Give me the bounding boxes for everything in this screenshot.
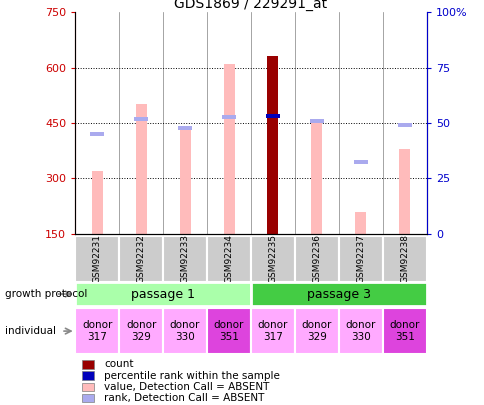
Bar xyxy=(251,282,426,306)
Bar xyxy=(338,308,382,354)
Bar xyxy=(163,236,207,282)
Text: donor
351: donor 351 xyxy=(213,320,244,342)
Bar xyxy=(397,123,411,127)
Text: donor
329: donor 329 xyxy=(126,320,156,342)
Bar xyxy=(134,117,148,121)
Text: passage 1: passage 1 xyxy=(131,288,195,301)
Text: GSM92231: GSM92231 xyxy=(92,234,102,284)
Text: GSM92232: GSM92232 xyxy=(136,234,145,284)
Bar xyxy=(119,236,163,282)
Text: donor
329: donor 329 xyxy=(301,320,332,342)
Bar xyxy=(119,308,163,354)
Text: value, Detection Call = ABSENT: value, Detection Call = ABSENT xyxy=(104,382,269,392)
Text: GSM92237: GSM92237 xyxy=(356,234,364,284)
Bar xyxy=(251,236,294,282)
Text: donor
330: donor 330 xyxy=(169,320,200,342)
Bar xyxy=(398,149,409,234)
Bar xyxy=(353,160,367,164)
Text: donor
317: donor 317 xyxy=(257,320,287,342)
Bar xyxy=(91,171,103,234)
Bar xyxy=(251,308,294,354)
Text: passage 3: passage 3 xyxy=(306,288,370,301)
Bar xyxy=(136,104,146,234)
Bar xyxy=(294,308,338,354)
Text: donor
330: donor 330 xyxy=(345,320,375,342)
Bar xyxy=(382,236,426,282)
Bar xyxy=(90,132,104,136)
Text: count: count xyxy=(104,360,134,369)
Bar xyxy=(82,394,93,402)
Text: rank, Detection Call = ABSENT: rank, Detection Call = ABSENT xyxy=(104,393,264,403)
Title: GDS1869 / 229291_at: GDS1869 / 229291_at xyxy=(174,0,327,11)
Text: donor
317: donor 317 xyxy=(82,320,112,342)
Bar xyxy=(179,130,190,234)
Bar xyxy=(163,308,207,354)
Text: donor
351: donor 351 xyxy=(389,320,419,342)
Bar xyxy=(82,383,93,391)
Bar xyxy=(382,308,426,354)
Bar xyxy=(82,360,93,369)
Bar xyxy=(311,119,322,234)
Bar xyxy=(178,126,192,130)
Text: growth protocol: growth protocol xyxy=(5,289,87,299)
Bar xyxy=(75,308,119,354)
Bar xyxy=(221,115,236,119)
Bar xyxy=(75,282,251,306)
Bar xyxy=(82,371,93,380)
Bar xyxy=(223,64,234,234)
Text: GSM92234: GSM92234 xyxy=(224,234,233,284)
Bar xyxy=(207,236,251,282)
Bar xyxy=(309,119,323,123)
Bar xyxy=(338,236,382,282)
Bar xyxy=(207,308,251,354)
Text: GSM92235: GSM92235 xyxy=(268,234,277,284)
Bar xyxy=(294,236,338,282)
Text: GSM92233: GSM92233 xyxy=(180,234,189,284)
Text: GSM92236: GSM92236 xyxy=(312,234,321,284)
Bar xyxy=(75,236,119,282)
Bar xyxy=(267,56,278,234)
Bar xyxy=(265,113,280,117)
Text: individual: individual xyxy=(5,326,56,336)
Bar xyxy=(355,211,365,234)
Text: percentile rank within the sample: percentile rank within the sample xyxy=(104,371,280,381)
Text: GSM92238: GSM92238 xyxy=(399,234,408,284)
